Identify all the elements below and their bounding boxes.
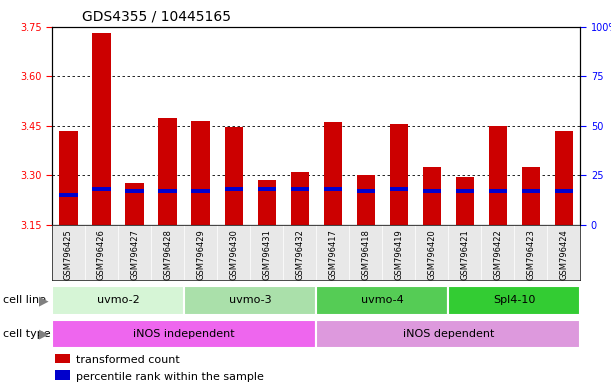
Bar <box>191 121 210 225</box>
Bar <box>224 187 243 191</box>
Bar <box>224 127 243 225</box>
Text: GSM796423: GSM796423 <box>527 229 535 280</box>
Text: GSM796417: GSM796417 <box>328 229 337 280</box>
Text: GSM796424: GSM796424 <box>560 229 568 280</box>
Bar <box>258 187 276 191</box>
Text: GDS4355 / 10445165: GDS4355 / 10445165 <box>82 10 232 23</box>
Bar <box>456 189 474 193</box>
Text: iNOS dependent: iNOS dependent <box>403 329 494 339</box>
Text: GSM796427: GSM796427 <box>130 229 139 280</box>
Bar <box>59 131 78 225</box>
Text: ▶: ▶ <box>38 294 48 307</box>
Bar <box>291 187 309 191</box>
Text: GSM796419: GSM796419 <box>394 229 403 280</box>
Bar <box>92 187 111 191</box>
Text: cell line: cell line <box>3 295 46 306</box>
Bar <box>92 33 111 225</box>
Bar <box>456 177 474 225</box>
Text: GSM796430: GSM796430 <box>229 229 238 280</box>
Text: transformed count: transformed count <box>76 355 180 365</box>
Text: GSM796425: GSM796425 <box>64 229 73 280</box>
Bar <box>357 175 375 225</box>
Bar <box>59 193 78 197</box>
Bar <box>316 286 448 315</box>
Bar <box>158 189 177 193</box>
Text: GSM796418: GSM796418 <box>361 229 370 280</box>
Bar <box>258 180 276 225</box>
Bar <box>390 187 408 191</box>
Bar <box>52 320 316 348</box>
Text: ▶: ▶ <box>38 328 48 341</box>
Text: cell type: cell type <box>3 329 51 339</box>
Bar <box>191 189 210 193</box>
Bar <box>489 189 507 193</box>
Bar <box>125 184 144 225</box>
Bar <box>54 371 70 380</box>
Text: uvmo-4: uvmo-4 <box>361 295 404 306</box>
Bar <box>158 118 177 225</box>
Text: Spl4-10: Spl4-10 <box>493 295 536 306</box>
Text: GSM796420: GSM796420 <box>427 229 436 280</box>
Text: iNOS independent: iNOS independent <box>133 329 235 339</box>
Text: uvmo-2: uvmo-2 <box>97 295 139 306</box>
Bar <box>489 126 507 225</box>
Text: GSM796428: GSM796428 <box>163 229 172 280</box>
Text: GSM796421: GSM796421 <box>460 229 469 280</box>
Text: GSM796429: GSM796429 <box>196 229 205 280</box>
Text: percentile rank within the sample: percentile rank within the sample <box>76 372 263 382</box>
Bar <box>522 189 540 193</box>
Bar <box>54 354 70 363</box>
Text: GSM796432: GSM796432 <box>295 229 304 280</box>
Text: uvmo-3: uvmo-3 <box>229 295 271 306</box>
Bar <box>390 124 408 225</box>
Bar <box>291 172 309 225</box>
Bar <box>555 131 573 225</box>
Bar <box>423 167 441 225</box>
Bar <box>448 286 580 315</box>
Bar <box>52 286 184 315</box>
Bar <box>324 122 342 225</box>
Text: GSM796422: GSM796422 <box>493 229 502 280</box>
Bar <box>522 167 540 225</box>
Bar <box>357 189 375 193</box>
Bar <box>184 286 316 315</box>
Text: GSM796426: GSM796426 <box>97 229 106 280</box>
Bar <box>423 189 441 193</box>
Bar <box>555 189 573 193</box>
Bar <box>125 189 144 193</box>
Bar <box>324 187 342 191</box>
Text: GSM796431: GSM796431 <box>262 229 271 280</box>
Bar <box>316 320 580 348</box>
